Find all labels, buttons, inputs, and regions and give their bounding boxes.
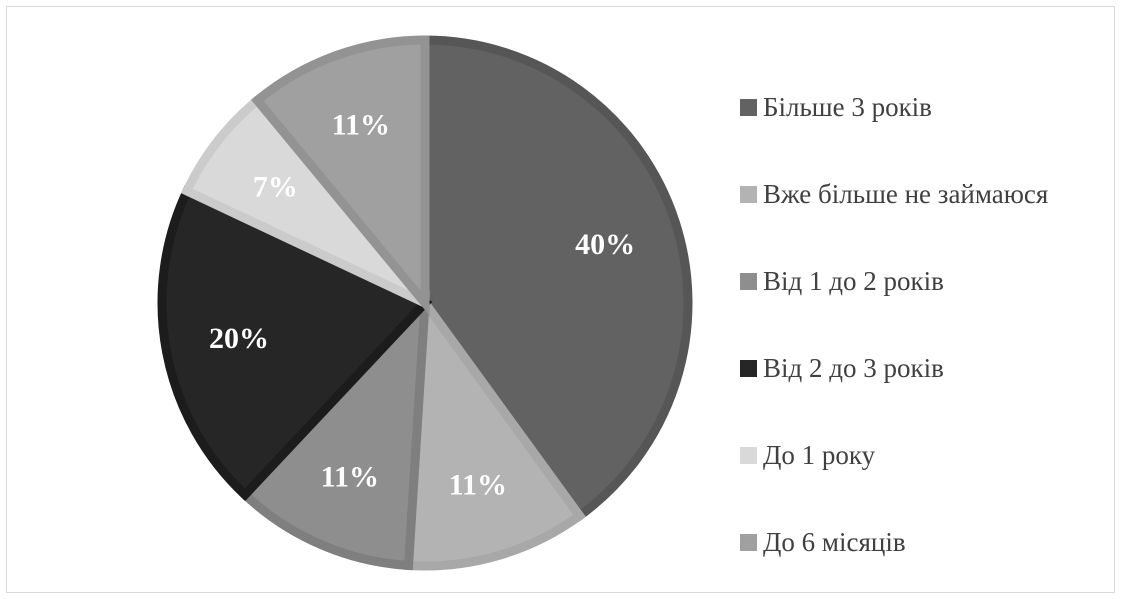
slice-data-label-1: 11% [449, 468, 507, 501]
legend-item-3: Від 2 до 3 років [740, 325, 1120, 412]
legend-swatch [740, 186, 757, 203]
legend-swatch [740, 360, 757, 377]
legend-swatch [740, 534, 757, 551]
legend-label: До 1 року [763, 440, 876, 470]
slice-data-label-2: 11% [321, 460, 379, 493]
slice-data-label-4: 7% [253, 170, 298, 203]
legend-label: Від 2 до 3 років [763, 353, 944, 383]
legend-item-4: До 1 року [740, 412, 1120, 499]
slice-data-label-3: 20% [209, 322, 269, 355]
legend-swatch [740, 447, 757, 464]
legend-item-0: Більше 3 років [740, 64, 1120, 151]
pie-slice-3 [157, 185, 433, 502]
chart-legend: Більше 3 років Вже більше не займаюся Від … [740, 64, 1120, 586]
legend-swatch [740, 99, 757, 116]
legend-swatch [740, 273, 757, 290]
pie-slice-2 [238, 290, 431, 571]
legend-label: Від 1 до 2 років [763, 266, 944, 296]
pie-slice-1 [403, 290, 586, 571]
legend-item-2: Від 1 до 2 років [740, 238, 1120, 325]
legend-item-1: Вже більше не займаюся [740, 151, 1120, 238]
slice-data-label-0: 40% [575, 228, 635, 261]
legend-label: Більше 3 років [763, 92, 932, 122]
pie-slice-0 [420, 35, 693, 523]
legend-label: Вже більше не займаюся [763, 179, 1049, 209]
legend-item-5: До 6 місяців [740, 499, 1120, 586]
slice-data-label-5: 11% [332, 108, 390, 141]
legend-label: До 6 місяців [763, 527, 906, 557]
pie-slice-5 [251, 35, 430, 316]
